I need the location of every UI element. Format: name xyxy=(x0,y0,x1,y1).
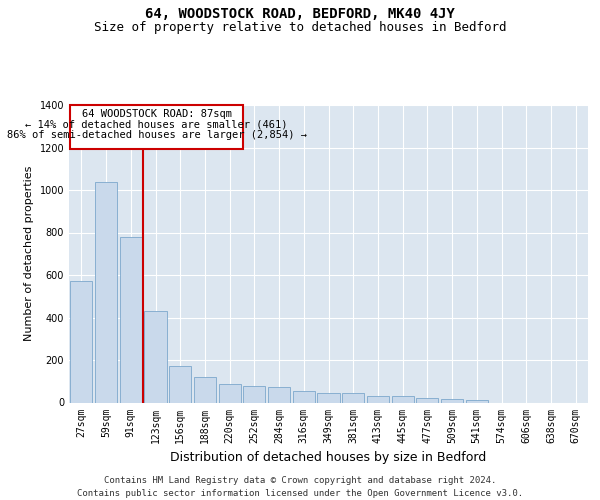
Text: Size of property relative to detached houses in Bedford: Size of property relative to detached ho… xyxy=(94,21,506,34)
Bar xyxy=(392,396,414,402)
Bar xyxy=(416,398,439,402)
Bar xyxy=(317,393,340,402)
Bar xyxy=(466,400,488,402)
Bar xyxy=(218,384,241,402)
FancyBboxPatch shape xyxy=(70,106,243,148)
Text: Contains HM Land Registry data © Crown copyright and database right 2024.: Contains HM Land Registry data © Crown c… xyxy=(104,476,496,485)
Text: 64 WOODSTOCK ROAD: 87sqm: 64 WOODSTOCK ROAD: 87sqm xyxy=(82,110,232,119)
Bar xyxy=(243,386,265,402)
Text: 86% of semi-detached houses are larger (2,854) →: 86% of semi-detached houses are larger (… xyxy=(7,130,307,140)
Bar xyxy=(268,386,290,402)
Bar xyxy=(194,377,216,402)
Y-axis label: Number of detached properties: Number of detached properties xyxy=(24,166,34,342)
Text: 64, WOODSTOCK ROAD, BEDFORD, MK40 4JY: 64, WOODSTOCK ROAD, BEDFORD, MK40 4JY xyxy=(145,8,455,22)
Bar xyxy=(441,400,463,402)
X-axis label: Distribution of detached houses by size in Bedford: Distribution of detached houses by size … xyxy=(170,451,487,464)
Text: ← 14% of detached houses are smaller (461): ← 14% of detached houses are smaller (46… xyxy=(25,120,288,130)
Bar xyxy=(367,396,389,402)
Text: Contains public sector information licensed under the Open Government Licence v3: Contains public sector information licen… xyxy=(77,489,523,498)
Bar xyxy=(342,393,364,402)
Bar xyxy=(119,237,142,402)
Bar xyxy=(145,311,167,402)
Bar xyxy=(95,182,117,402)
Bar xyxy=(169,366,191,402)
Bar xyxy=(293,391,315,402)
Bar xyxy=(70,282,92,403)
